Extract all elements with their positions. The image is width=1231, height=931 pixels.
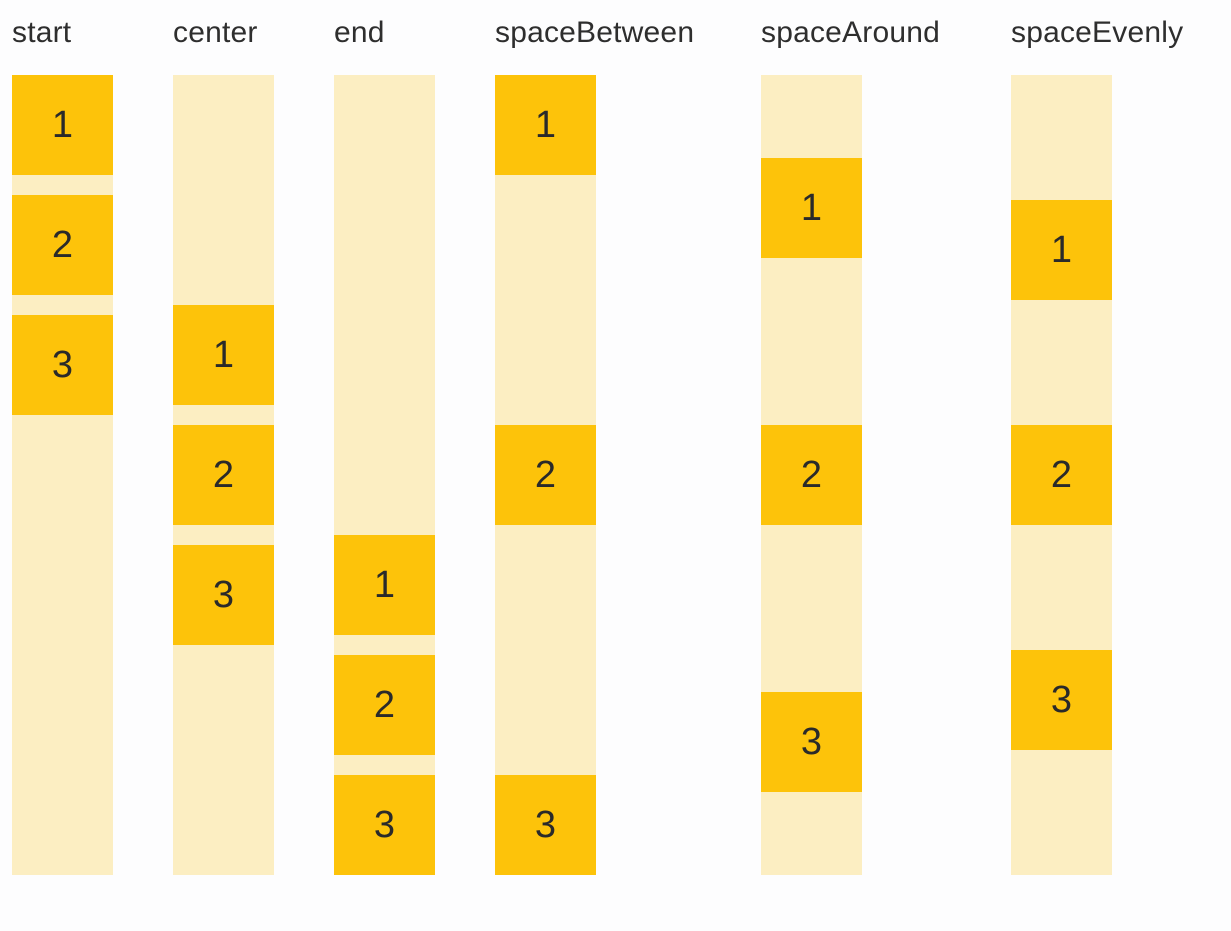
box-number: 1: [212, 334, 235, 376]
column-label: spaceAround: [761, 16, 940, 49]
box-number: 3: [51, 344, 74, 386]
flex-box: 2: [495, 425, 596, 525]
box-number: 2: [212, 454, 235, 496]
flex-box: 1: [761, 158, 862, 259]
flex-box: 2: [1011, 425, 1112, 525]
alignment-column-start: start 1 2 3: [12, 14, 113, 875]
flex-box: 2: [12, 195, 113, 295]
flex-box: 1: [1011, 200, 1112, 300]
box-number: 3: [1050, 679, 1073, 721]
flex-box: 1: [495, 75, 596, 175]
flex-box: 3: [495, 775, 596, 875]
column-label: start: [12, 16, 72, 49]
flex-box: 2: [334, 655, 435, 755]
flex-box: 1: [334, 535, 435, 635]
column-track: 1 2 3: [761, 75, 862, 875]
box-number: 1: [1050, 229, 1073, 271]
box-number: 3: [373, 804, 396, 846]
alignment-demo-row: start 1 2 3 center 1 2 3 end 1 2 3 spaceBetwee…: [12, 14, 1183, 875]
flex-box: 3: [761, 691, 862, 792]
box-number: 3: [800, 720, 823, 763]
column-label: end: [334, 16, 385, 49]
box-number: 1: [373, 564, 396, 606]
box-number: 2: [1050, 454, 1073, 496]
box-number: 2: [800, 453, 823, 496]
flex-box: 1: [173, 305, 274, 405]
box-number: 3: [534, 804, 557, 846]
column-track: 1 2 3: [495, 75, 596, 875]
alignment-column-spaceBetween: spaceBetween 1 2 3: [495, 14, 701, 875]
column-label: spaceEvenly: [1011, 16, 1184, 49]
box-number: 2: [51, 224, 74, 266]
column-track: 1 2 3: [173, 75, 274, 875]
flex-box: 1: [12, 75, 113, 175]
box-number: 2: [534, 454, 557, 496]
column-track: 1 2 3: [334, 75, 435, 875]
flex-box: 2: [761, 424, 862, 525]
flex-box: 3: [1011, 650, 1112, 750]
alignment-column-spaceAround: spaceAround 1 2 3: [761, 14, 951, 875]
box-number: 1: [51, 104, 74, 146]
box-number: 1: [534, 104, 557, 146]
box-number: 3: [212, 574, 235, 616]
box-number: 1: [800, 187, 823, 230]
flex-box: 3: [12, 315, 113, 415]
flex-box: 3: [334, 775, 435, 875]
alignment-column-end: end 1 2 3: [334, 14, 435, 875]
alignment-column-center: center 1 2 3: [173, 14, 274, 875]
alignment-column-spaceEvenly: spaceEvenly 1 2 3: [1011, 14, 1183, 875]
flex-box: 3: [173, 545, 274, 645]
box-number: 2: [373, 684, 396, 726]
column-label: spaceBetween: [495, 16, 695, 49]
column-label: center: [173, 16, 258, 49]
column-track: 1 2 3: [12, 75, 113, 875]
flex-box: 2: [173, 425, 274, 525]
column-track: 1 2 3: [1011, 75, 1112, 875]
